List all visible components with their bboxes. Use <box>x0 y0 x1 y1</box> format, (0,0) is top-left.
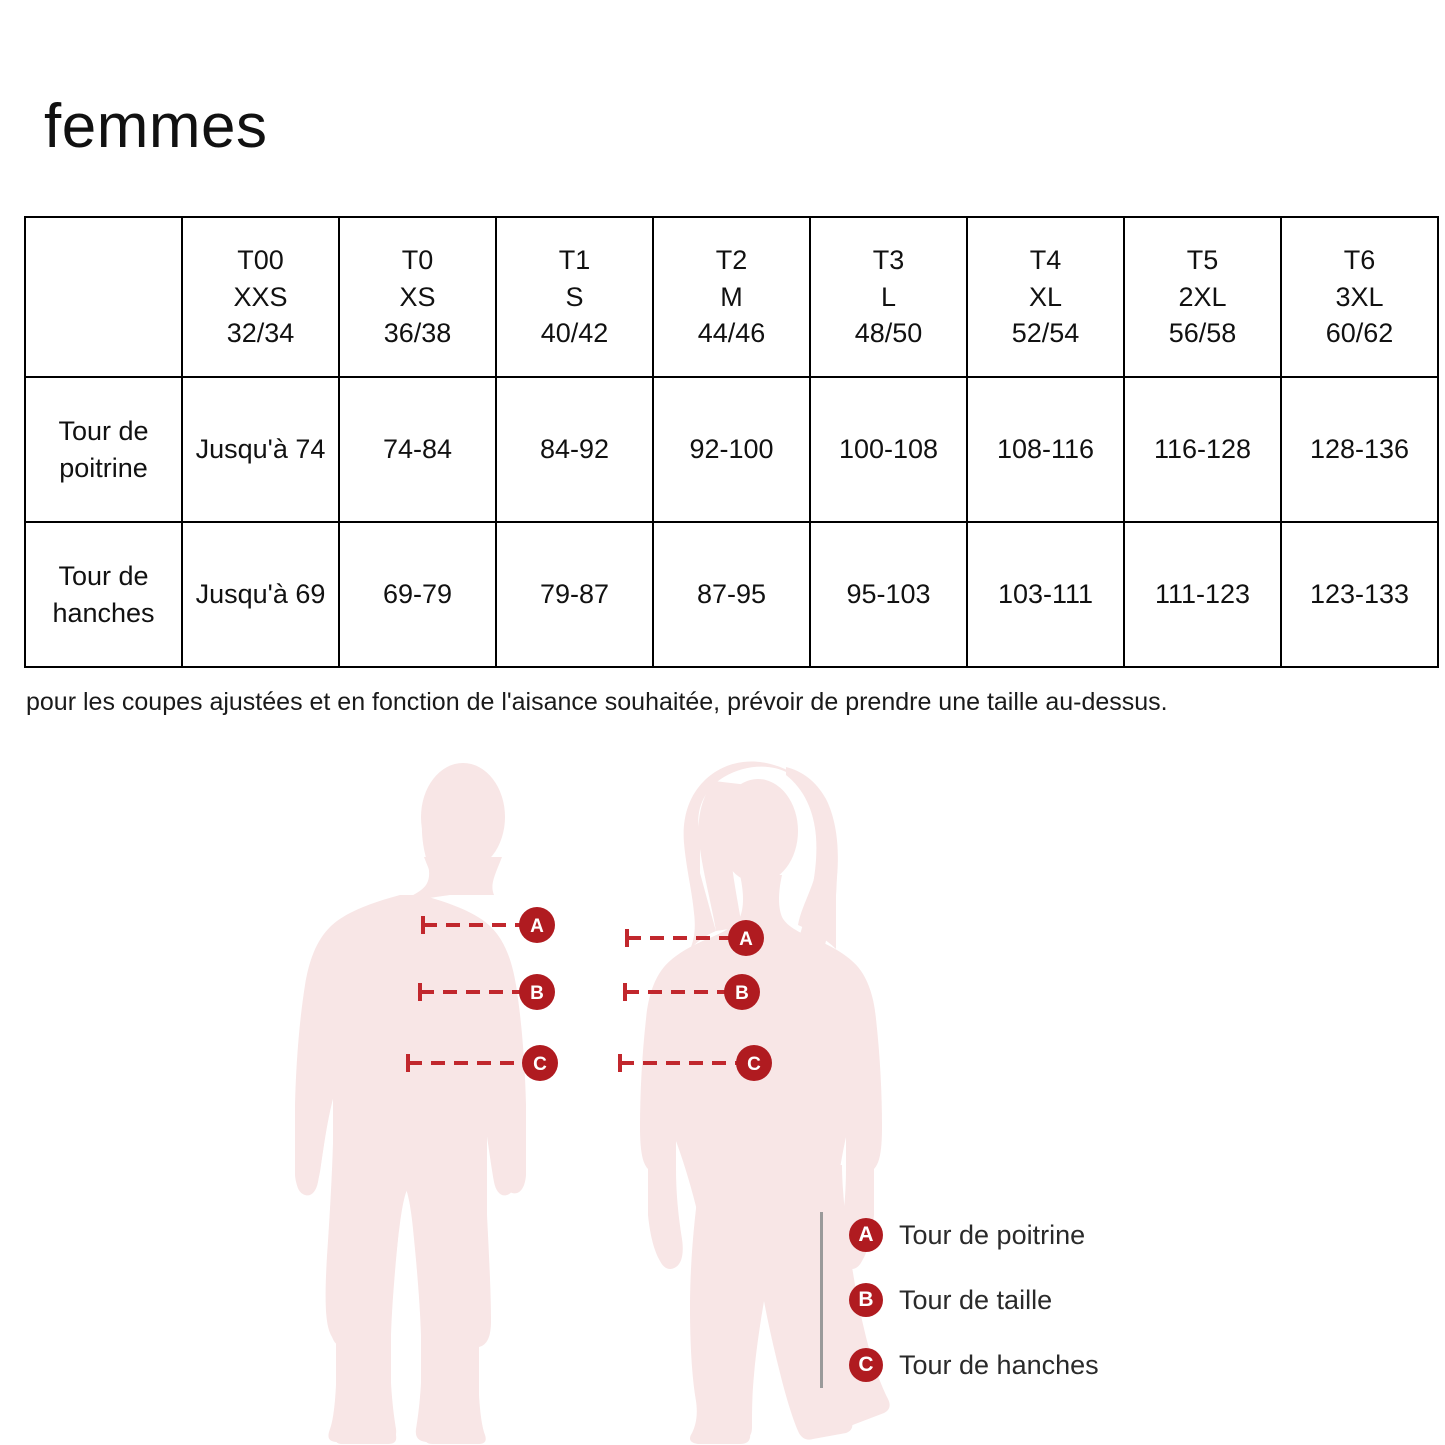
row-label-poitrine: Tour de poitrine <box>24 376 183 523</box>
size-code: T3 <box>872 245 905 276</box>
cell-hanches-t00: Jusqu'à 69 <box>181 521 340 668</box>
badge-c-circle-male <box>522 1045 558 1081</box>
size-numeric: 52/54 <box>1011 318 1080 349</box>
legend-label-c: Tour de hanches <box>899 1349 1099 1380</box>
badge-a-letter-male: A <box>530 916 544 937</box>
cell-poitrine-t00: Jusqu'à 74 <box>181 376 340 523</box>
size-letter: XS <box>399 281 436 312</box>
page-title: femmes <box>44 92 268 161</box>
female-measure-line-a: A <box>625 920 764 956</box>
size-numeric: 60/62 <box>1325 318 1394 349</box>
legend-item-a: A Tour de poitrine <box>849 1212 1099 1258</box>
cell-hanches-t3: 95-103 <box>809 521 968 668</box>
table-header-t0: T0 XS 36/38 <box>338 216 497 378</box>
cell-poitrine-t6: 128-136 <box>1280 376 1439 523</box>
table-header-t4: T4 XL 52/54 <box>966 216 1125 378</box>
legend-badge-a-icon: A <box>849 1218 883 1252</box>
size-code: T0 <box>401 245 434 276</box>
size-code: T4 <box>1029 245 1062 276</box>
table-row: Tour de poitrine Jusqu'à 74 74-84 84-92 … <box>24 376 1439 523</box>
size-numeric: 44/46 <box>697 318 766 349</box>
badge-a-circle-male <box>519 907 555 943</box>
male-measure-line-a: A <box>421 907 555 943</box>
cell-hanches-t1: 79-87 <box>495 521 654 668</box>
size-letter: XL <box>1028 281 1063 312</box>
size-code: T6 <box>1343 245 1376 276</box>
size-code: T5 <box>1186 245 1219 276</box>
table-row: Tour de hanches Jusqu'à 69 69-79 79-87 8… <box>24 521 1439 668</box>
size-letter: S <box>565 281 584 312</box>
size-numeric: 36/38 <box>383 318 452 349</box>
size-chart-table-wrapper: T00 XXS 32/34 T0 XS 36/38 T1 S 40/42 T2 … <box>24 216 1439 668</box>
size-letter: L <box>880 281 897 312</box>
legend-badge-b-icon: B <box>849 1283 883 1317</box>
table-header-t2: T2 M 44/46 <box>652 216 811 378</box>
size-letter: XXS <box>233 281 288 312</box>
row-label-hanches: Tour de hanches <box>24 521 183 668</box>
badge-c-letter-male: C <box>533 1054 547 1075</box>
table-header-t00: T00 XXS 32/34 <box>181 216 340 378</box>
badge-b-letter-male: B <box>530 983 544 1004</box>
badge-a-letter-female: A <box>739 929 753 950</box>
legend-label-a: Tour de poitrine <box>899 1219 1086 1250</box>
cell-hanches-t2: 87-95 <box>652 521 811 668</box>
female-measurement-lines: A B C <box>618 920 772 1081</box>
male-measure-line-b: B <box>418 974 555 1010</box>
cell-poitrine-t5: 116-128 <box>1123 376 1282 523</box>
table-header-t6: T6 3XL 60/62 <box>1280 216 1439 378</box>
badge-b-circle-female <box>724 974 760 1010</box>
legend-item-b: B Tour de taille <box>849 1277 1099 1323</box>
cell-poitrine-t1: 84-92 <box>495 376 654 523</box>
badge-a-circle-female <box>728 920 764 956</box>
male-measure-line-c: C <box>406 1045 558 1081</box>
size-code: T2 <box>715 245 748 276</box>
cell-hanches-t6: 123-133 <box>1280 521 1439 668</box>
cell-poitrine-t3: 100-108 <box>809 376 968 523</box>
cell-poitrine-t4: 108-116 <box>966 376 1125 523</box>
table-header-t3: T3 L 48/50 <box>809 216 968 378</box>
badge-b-circle-male <box>519 974 555 1010</box>
table-header-t5: T5 2XL 56/58 <box>1123 216 1282 378</box>
legend-badge-c-icon: C <box>849 1348 883 1382</box>
size-letter: M <box>720 281 743 312</box>
measurement-illustration: A B C <box>0 745 1445 1445</box>
measurement-legend: A Tour de poitrine B Tour de taille C To… <box>820 1212 1099 1388</box>
cell-hanches-t5: 111-123 <box>1123 521 1282 668</box>
legend-item-c: C Tour de hanches <box>849 1342 1099 1388</box>
cell-poitrine-t0: 74-84 <box>338 376 497 523</box>
size-numeric: 48/50 <box>854 318 923 349</box>
size-code: T00 <box>237 245 284 276</box>
size-numeric: 56/58 <box>1168 318 1237 349</box>
size-letter: 3XL <box>1335 281 1384 312</box>
male-measurement-lines: A B C <box>406 907 558 1081</box>
badge-c-letter-female: C <box>747 1054 761 1075</box>
female-measure-line-c: C <box>618 1045 772 1081</box>
table-corner-cell <box>24 216 183 378</box>
cell-hanches-t0: 69-79 <box>338 521 497 668</box>
size-code: T1 <box>558 245 591 276</box>
legend-label-b: Tour de taille <box>899 1284 1053 1315</box>
cell-hanches-t4: 103-111 <box>966 521 1125 668</box>
table-header-t1: T1 S 40/42 <box>495 216 654 378</box>
cell-poitrine-t2: 92-100 <box>652 376 811 523</box>
male-silhouette-icon <box>295 763 526 1444</box>
size-numeric: 32/34 <box>226 318 295 349</box>
badge-b-letter-female: B <box>735 983 749 1004</box>
female-measure-line-b: B <box>623 974 760 1010</box>
size-letter: 2XL <box>1178 281 1227 312</box>
table-header-row: T00 XXS 32/34 T0 XS 36/38 T1 S 40/42 T2 … <box>24 216 1439 378</box>
size-numeric: 40/42 <box>540 318 609 349</box>
sizing-footnote: pour les coupes ajustées et en fonction … <box>26 688 1168 716</box>
size-chart-table: T00 XXS 32/34 T0 XS 36/38 T1 S 40/42 T2 … <box>24 216 1439 668</box>
badge-c-circle-female <box>736 1045 772 1081</box>
